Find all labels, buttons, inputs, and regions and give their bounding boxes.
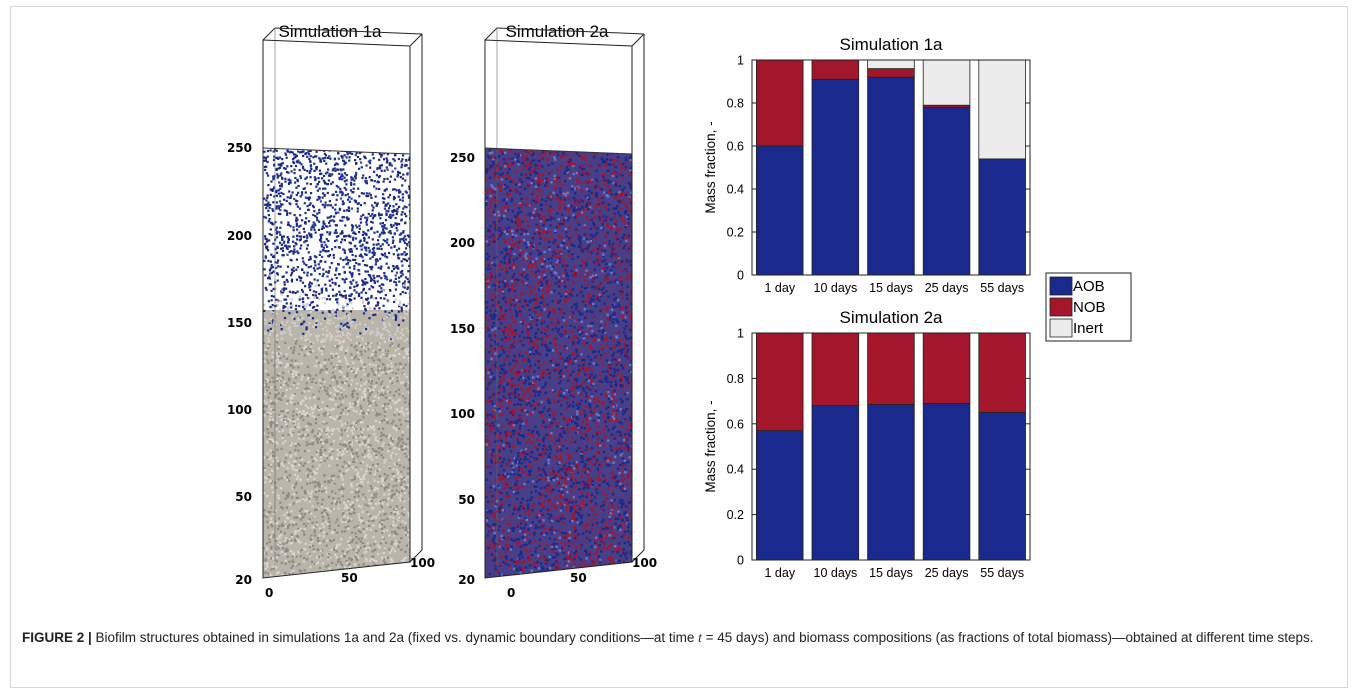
z-tick: 250 bbox=[227, 141, 252, 155]
y-tick-label: 0.6 bbox=[727, 417, 744, 431]
y-tick-label: 0.4 bbox=[727, 183, 744, 197]
bar-chart-sim-1a: Simulation 1a 1 day 10 days 15 days 25 days 5… bbox=[703, 35, 1031, 295]
x-tick-label: 15 days bbox=[869, 281, 913, 295]
bar-segment-aob bbox=[811, 78, 860, 276]
z-tick: 50 bbox=[235, 490, 252, 504]
plot-area-border bbox=[751, 332, 1031, 561]
bounding-box bbox=[262, 27, 423, 579]
chart-title: Simulation 2a bbox=[839, 308, 943, 327]
legend-item-nob: NOB bbox=[1049, 297, 1106, 317]
z-tick: 20 bbox=[235, 573, 252, 587]
caption-math-variable: t bbox=[698, 630, 702, 645]
bar-segment-nob bbox=[867, 68, 915, 78]
x-tick: 0 bbox=[507, 586, 515, 600]
z-tick: 200 bbox=[227, 229, 252, 243]
x-tick-label: 15 days bbox=[869, 566, 913, 580]
structure-fill bbox=[263, 148, 410, 578]
x-tick-label: 1 day bbox=[765, 281, 796, 295]
y-tick-label: 0.2 bbox=[727, 508, 744, 522]
legend-label: NOB bbox=[1073, 299, 1106, 316]
z-tick: 50 bbox=[458, 493, 475, 507]
y-tick-label: 0 bbox=[737, 554, 744, 568]
x-tick: 50 bbox=[570, 571, 587, 585]
figure-caption: FIGURE 2 | Biofilm structures obtained i… bbox=[22, 627, 1322, 648]
bar-segment-aob bbox=[922, 106, 971, 276]
y-axis-label: Mass fraction, - bbox=[703, 121, 718, 213]
figure-number: FIGURE 2 | bbox=[22, 630, 92, 645]
structure-title: Simulation 2a bbox=[505, 22, 609, 41]
legend-label: Inert bbox=[1073, 320, 1104, 337]
bounding-box bbox=[484, 27, 645, 579]
y-tick-label: 0.8 bbox=[727, 97, 744, 111]
bar-segment-aob bbox=[756, 145, 804, 276]
bar-segment-aob bbox=[811, 405, 860, 561]
x-tick: 50 bbox=[341, 571, 358, 585]
x-tick-label: 25 days bbox=[925, 566, 969, 580]
caption-text-part1: Biofilm structures obtained in simulatio… bbox=[91, 630, 699, 645]
x-axis-ticks: 0 50 100 bbox=[507, 556, 657, 600]
biofilm-structure-sim-1a: Simulation 1a 250 200 150 100 50 20 0 50 bbox=[227, 22, 435, 600]
bar-segment-nob bbox=[756, 59, 804, 147]
bar-segment-aob bbox=[867, 404, 915, 561]
legend-item-aob: AOB bbox=[1049, 276, 1105, 296]
y-tick-label: 0 bbox=[737, 269, 744, 283]
legend-item-inert: Inert bbox=[1049, 318, 1104, 338]
chart-title: Simulation 1a bbox=[839, 35, 943, 54]
legend: AOB NOB Inert bbox=[1045, 272, 1132, 342]
z-axis-ticks: 250 200 150 100 50 20 bbox=[450, 151, 475, 587]
x-tick-label: 25 days bbox=[925, 281, 969, 295]
bar-segment-nob bbox=[922, 332, 971, 404]
x-tick-label: 10 days bbox=[814, 566, 858, 580]
z-tick: 100 bbox=[450, 407, 475, 421]
z-tick: 250 bbox=[450, 151, 475, 165]
x-tick: 100 bbox=[410, 556, 435, 570]
structure-title: Simulation 1a bbox=[278, 22, 382, 41]
y-tick-label: 1 bbox=[737, 54, 744, 68]
x-tick-label: 55 days bbox=[980, 281, 1024, 295]
x-tick: 100 bbox=[632, 556, 657, 570]
bar-segment-inert bbox=[978, 59, 1026, 160]
x-tick: 0 bbox=[265, 586, 273, 600]
bar-segment-nob bbox=[811, 59, 860, 80]
z-tick: 200 bbox=[450, 236, 475, 250]
bar-chart-sim-2a: Simulation 2a 1 day 10 days 15 days 25 days 5… bbox=[703, 308, 1031, 580]
legend-swatch bbox=[1049, 297, 1073, 317]
figure-frame bbox=[10, 6, 1348, 688]
bar-segment-nob bbox=[867, 332, 915, 405]
bar-segment-inert bbox=[867, 59, 915, 70]
bar-segment-aob bbox=[978, 411, 1026, 561]
bar-segment-aob bbox=[922, 402, 971, 561]
y-axis-label: Mass fraction, - bbox=[703, 400, 718, 492]
z-tick: 20 bbox=[458, 573, 475, 587]
z-tick: 100 bbox=[227, 403, 252, 417]
x-tick-label: 1 day bbox=[765, 566, 796, 580]
y-tick-label: 0.6 bbox=[727, 140, 744, 154]
y-tick-label: 0.4 bbox=[727, 463, 744, 477]
legend-label: AOB bbox=[1073, 278, 1105, 295]
y-tick-label: 0.2 bbox=[727, 226, 744, 240]
bar-segment-nob bbox=[756, 332, 804, 431]
caption-text-part2: = 45 days) and biomass compositions (as … bbox=[701, 630, 1314, 645]
bar-segment-nob bbox=[978, 332, 1026, 413]
biofilm-structure-sim-2a: Simulation 2a 250 200 150 100 50 20 0 50 bbox=[450, 22, 657, 600]
x-axis-ticks: 0 50 100 bbox=[265, 556, 435, 600]
bar-segment-aob bbox=[756, 430, 804, 561]
bar-segment-aob bbox=[978, 158, 1026, 276]
plot-area-border bbox=[751, 59, 1031, 276]
structure-fill bbox=[485, 148, 632, 578]
z-tick: 150 bbox=[227, 316, 252, 330]
legend-swatch bbox=[1049, 318, 1073, 338]
bar-segment-aob bbox=[867, 76, 915, 276]
y-tick-label: 1 bbox=[737, 327, 744, 341]
figure-canvas: Simulation 1a 250 200 150 100 50 20 0 50 bbox=[227, 22, 1132, 600]
speckle-pattern bbox=[263, 148, 410, 578]
x-tick-label: 55 days bbox=[980, 566, 1024, 580]
y-tick-label: 0.8 bbox=[727, 372, 744, 386]
z-axis-ticks: 250 200 150 100 50 20 bbox=[227, 141, 252, 587]
z-tick: 150 bbox=[450, 322, 475, 336]
x-tick-label: 10 days bbox=[814, 281, 858, 295]
bar-segment-nob bbox=[811, 332, 860, 406]
legend-swatch bbox=[1049, 276, 1073, 296]
bar-segment-inert bbox=[922, 59, 971, 106]
